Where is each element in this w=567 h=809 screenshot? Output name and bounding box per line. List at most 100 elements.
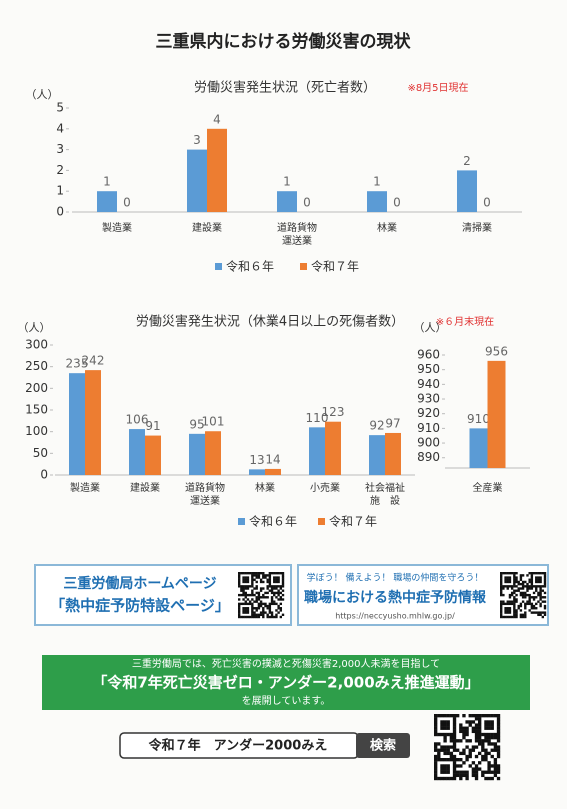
qr-module <box>273 576 276 579</box>
qr-module <box>526 587 529 590</box>
qr-module <box>513 574 516 577</box>
qr-module <box>517 587 520 590</box>
qr-module <box>259 600 263 603</box>
qr-module <box>521 615 525 619</box>
qr-module <box>242 580 245 584</box>
bar <box>187 149 207 212</box>
qr-module <box>481 770 485 774</box>
qr-module <box>257 615 261 619</box>
qr-module <box>539 596 542 599</box>
qr-module <box>459 726 463 730</box>
qr-module <box>238 615 241 619</box>
qr-module <box>246 611 250 614</box>
qr-module <box>257 596 261 599</box>
qr-module <box>443 736 447 740</box>
x-tick-label: 林業 <box>255 481 275 494</box>
qr-module <box>275 580 278 584</box>
qr-module <box>474 770 479 774</box>
qr-module <box>474 732 479 737</box>
qr-module <box>462 714 466 718</box>
qr-module <box>500 580 503 584</box>
qr-module <box>513 607 516 610</box>
qr-module <box>255 585 258 588</box>
qr-module <box>242 585 245 588</box>
qr-module <box>277 593 280 597</box>
search-button[interactable] <box>356 733 410 758</box>
qr-module <box>515 572 518 575</box>
qr-module <box>273 587 276 590</box>
qr-module <box>496 732 501 737</box>
qr-module <box>502 602 505 606</box>
qr-module <box>490 776 494 781</box>
qr-module <box>493 742 498 746</box>
qr-module <box>506 611 509 614</box>
qr-module <box>519 582 523 586</box>
qr-module <box>478 767 482 771</box>
qr-module <box>266 585 269 588</box>
qr-module <box>490 770 494 774</box>
qr-module <box>504 611 507 614</box>
qr-module <box>270 598 274 601</box>
legend-swatch <box>238 518 245 525</box>
qr-module <box>526 585 529 588</box>
qr-module <box>535 602 538 606</box>
qr-module <box>515 589 518 592</box>
qr-module <box>487 764 491 768</box>
qr-module <box>279 585 283 588</box>
qr-module <box>277 589 280 592</box>
qr-module <box>277 572 280 575</box>
qr-module <box>524 611 527 614</box>
qr-module <box>508 596 512 599</box>
qr-module <box>244 615 247 619</box>
qr-module <box>434 761 438 765</box>
qr-module <box>456 773 460 778</box>
y-tick-label: 300 <box>25 338 48 352</box>
qr-module <box>244 572 247 575</box>
bar <box>457 170 477 212</box>
qr-module <box>515 593 518 597</box>
qr-module <box>515 578 518 581</box>
qr-module <box>251 572 254 575</box>
qr-module <box>446 732 450 737</box>
qr-module <box>519 602 523 606</box>
qr-module <box>268 574 272 577</box>
value-label: 235 <box>66 357 89 371</box>
qr-module <box>446 776 450 781</box>
qr-module <box>259 572 263 575</box>
qr-module <box>526 574 529 577</box>
qr-module <box>513 589 516 592</box>
y-tick-label: 930 <box>417 392 440 406</box>
value-label: 0 <box>123 196 131 210</box>
qr-module <box>238 611 241 614</box>
qr-module <box>481 739 485 743</box>
qr-module <box>465 739 469 743</box>
qr-module <box>539 578 542 581</box>
qr-module <box>532 611 536 614</box>
qr-module <box>279 607 283 610</box>
qr-module <box>530 582 534 586</box>
qr-module <box>434 723 438 727</box>
qr-module <box>264 604 267 608</box>
x-tick-label: 建設業 <box>130 481 160 494</box>
qr-module <box>535 578 538 581</box>
qr-module <box>264 576 267 579</box>
value-label: 123 <box>322 405 345 419</box>
qr-module <box>262 580 265 584</box>
qr-module <box>242 598 245 601</box>
qr-module <box>251 574 254 577</box>
qr-module <box>504 609 507 612</box>
qr-module <box>474 745 479 749</box>
qr-module <box>496 736 501 740</box>
qr-module <box>449 754 454 759</box>
qr-module <box>262 609 265 612</box>
qr-module <box>273 580 276 584</box>
qr-module <box>459 739 463 743</box>
qr-module <box>242 607 245 610</box>
qr-module <box>264 596 267 599</box>
qr-module <box>496 748 501 752</box>
qr-module <box>266 580 269 584</box>
qr-module <box>251 607 254 610</box>
qr-module <box>537 611 540 614</box>
qr-module <box>257 576 261 579</box>
qr-module <box>537 613 540 617</box>
